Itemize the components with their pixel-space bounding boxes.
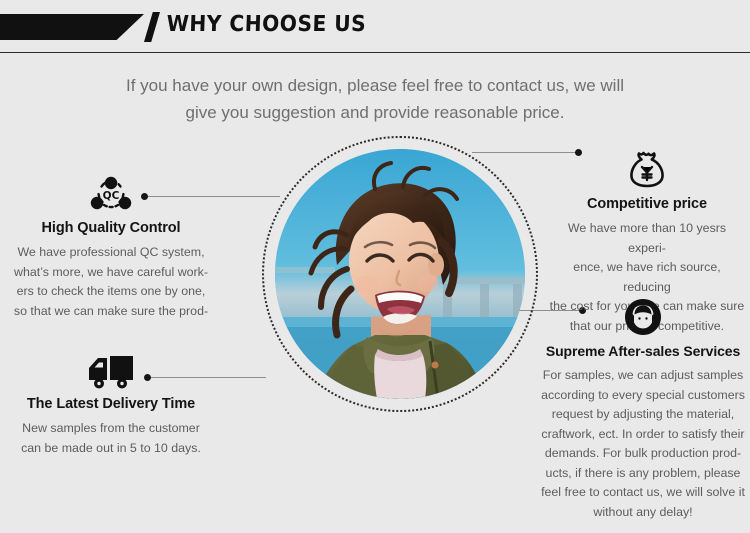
- feature-body-line: request by adjusting the material,: [551, 407, 735, 421]
- feature-competitive-price: Competitive price We have more than 10 y…: [548, 148, 746, 336]
- feature-body-line: New samples from the customer: [22, 421, 200, 435]
- page-header: WHY CHOOSE US: [0, 0, 750, 53]
- connector-dot-qc: [141, 193, 148, 200]
- photo-circle: [275, 149, 525, 399]
- connector-line-qc: [145, 196, 280, 197]
- connector-dot-price: [575, 149, 582, 156]
- feature-body-line: can be made out in 5 to 10 days.: [21, 440, 201, 455]
- intro-line-1: If you have your own design, please feel…: [126, 76, 624, 95]
- header-black-bar: [0, 14, 144, 40]
- feature-body-line: We have professional QC system,: [17, 245, 205, 259]
- header-divider: [0, 52, 750, 53]
- feature-body-line: according to every special customers: [541, 387, 745, 402]
- feature-body-line: ers to check the items one by one,: [16, 284, 206, 298]
- feature-body: New samples from the customer can be mad…: [6, 419, 216, 458]
- feature-title: The Latest Delivery Time: [26, 396, 196, 412]
- feature-body-line: craftwork, ect. In order to satisfy thei…: [541, 426, 745, 441]
- feature-body-line: so that we can make sure the prod-: [13, 303, 209, 318]
- feature-body-line: demands. For bulk production prod-: [544, 446, 742, 460]
- feature-body-line: ence, we have rich source, reducing: [573, 260, 721, 294]
- feature-high-quality-control: QC High Quality Control We have professi…: [6, 174, 216, 321]
- feature-title: Supreme After-sales Services: [545, 343, 741, 359]
- feature-title: Competitive price: [587, 196, 707, 212]
- headset-support-icon: [625, 299, 661, 335]
- quality-control-icon: QC: [90, 176, 132, 210]
- connector-line-delivery: [148, 377, 266, 378]
- photo-dashed-ring: [262, 136, 538, 412]
- feature-body-line: without any delay!: [593, 504, 693, 519]
- feature-latest-delivery-time: The Latest Delivery Time New samples fro…: [6, 354, 216, 458]
- intro-paragraph: If you have your own design, please feel…: [95, 72, 655, 126]
- connector-line-price: [472, 152, 578, 153]
- feature-body-line: ucts, if there is any problem, please: [545, 465, 741, 480]
- money-bag-icon: [630, 151, 664, 188]
- connector-dot-delivery: [144, 374, 151, 381]
- intro-line-2: give you suggestion and provide reasonab…: [185, 103, 565, 122]
- feature-body: We have professional QC system, what’s m…: [6, 243, 216, 321]
- header-slash-icon: [144, 12, 160, 42]
- svg-text:QC: QC: [103, 190, 120, 202]
- page-title: WHY CHOOSE US: [166, 12, 367, 37]
- feature-title: High Quality Control: [41, 220, 181, 236]
- feature-body-line: feel free to contact us, we will solve i…: [541, 485, 745, 499]
- connector-dot-service: [579, 307, 586, 314]
- delivery-truck-icon: [89, 356, 133, 389]
- feature-body-line: We have more than 10 yesrs experi-: [567, 221, 727, 255]
- feature-body: For samples, we can adjust samples accor…: [540, 366, 746, 522]
- child-photo-illustration: [275, 149, 525, 399]
- feature-body-line: what’s more, we have careful work-: [14, 264, 208, 279]
- center-photo: [262, 136, 538, 412]
- feature-after-sales-services: Supreme After-sales Services For samples…: [540, 297, 746, 522]
- feature-body-line: For samples, we can adjust samples: [542, 368, 744, 382]
